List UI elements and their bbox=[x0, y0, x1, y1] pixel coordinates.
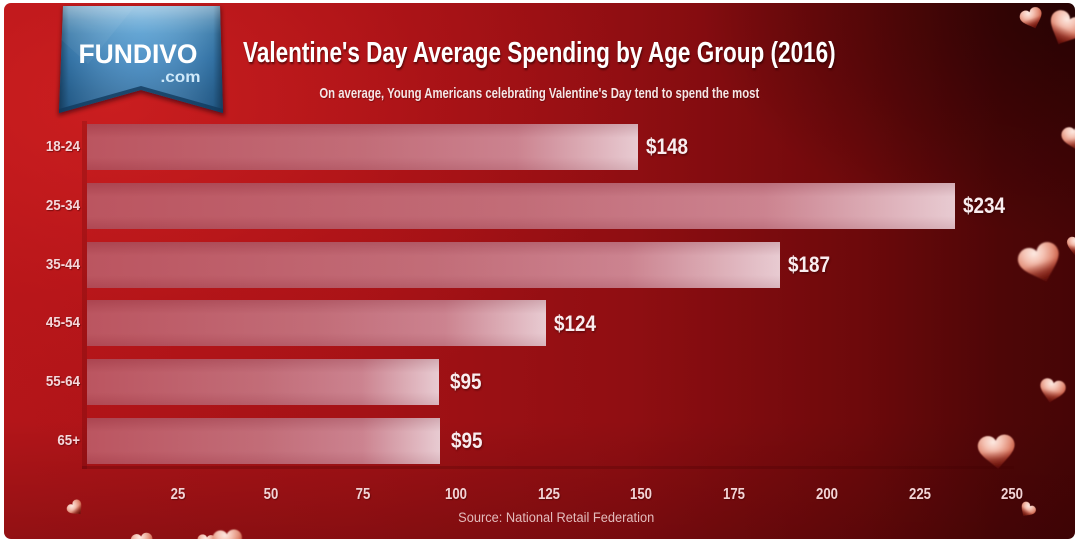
svg-text:FUNDIVO: FUNDIVO bbox=[79, 39, 198, 69]
svg-text:.com: .com bbox=[161, 69, 201, 86]
